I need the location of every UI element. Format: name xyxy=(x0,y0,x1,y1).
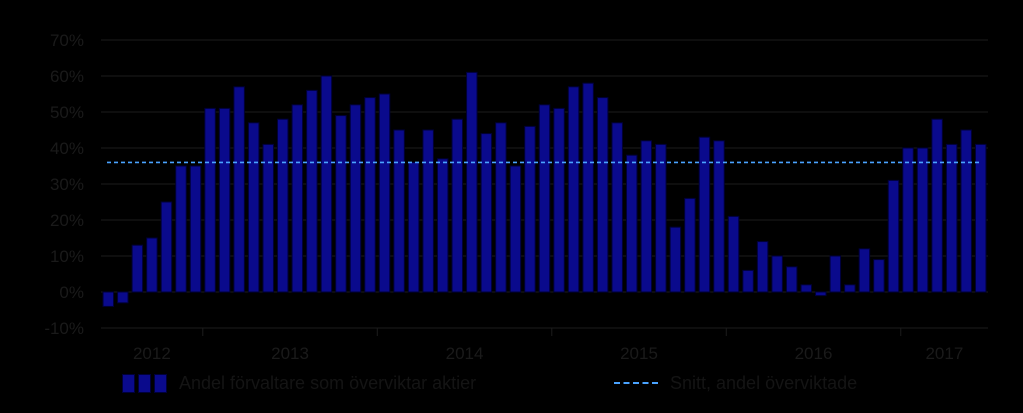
bar xyxy=(466,71,478,293)
y-tick-label: 10% xyxy=(50,247,84,266)
bar xyxy=(262,143,274,293)
y-tick-label: 60% xyxy=(50,67,84,86)
bar xyxy=(669,226,682,293)
y-tick-label: 50% xyxy=(50,103,84,122)
y-tick-label: -10% xyxy=(44,319,84,338)
bar xyxy=(538,104,551,293)
bar xyxy=(974,143,987,293)
bar xyxy=(291,104,304,293)
bar xyxy=(727,215,740,293)
bar xyxy=(596,97,609,293)
bar xyxy=(407,161,420,293)
y-tick-label: 30% xyxy=(50,175,84,194)
legend-bars-swatch xyxy=(122,373,167,393)
bar xyxy=(960,129,972,293)
bar xyxy=(611,122,623,293)
bar xyxy=(451,118,463,293)
bar xyxy=(364,97,376,293)
bar xyxy=(771,255,783,293)
bar xyxy=(146,237,158,293)
bar xyxy=(247,122,260,293)
x-year-label: 2016 xyxy=(795,344,833,363)
bar xyxy=(277,118,289,293)
bar-series xyxy=(102,71,987,307)
bar xyxy=(495,122,507,293)
bar xyxy=(117,291,129,304)
bar xyxy=(218,107,231,293)
bar xyxy=(887,179,900,293)
bar xyxy=(480,133,493,293)
bar xyxy=(204,107,216,293)
legend-average-label: Snitt, andel överviktade xyxy=(670,372,858,393)
bar xyxy=(349,104,362,293)
bar xyxy=(320,75,333,293)
bar xyxy=(844,284,856,293)
bar xyxy=(916,147,929,293)
bar xyxy=(902,147,914,293)
bar xyxy=(436,158,449,293)
bar xyxy=(713,140,725,293)
bar xyxy=(102,291,115,307)
bar xyxy=(626,154,638,293)
y-tick-label: 40% xyxy=(50,139,84,158)
legend-average: Snitt, andel överviktade xyxy=(614,370,857,396)
bar xyxy=(524,125,536,293)
bar xyxy=(175,165,187,293)
bar xyxy=(567,86,580,293)
bar xyxy=(684,197,696,293)
bar xyxy=(800,284,812,293)
bar xyxy=(233,86,245,293)
y-tick-label: 70% xyxy=(50,31,84,50)
bar xyxy=(582,82,594,293)
bar xyxy=(393,129,405,293)
x-year-label: 2017 xyxy=(925,344,963,363)
y-tick-label: 0% xyxy=(59,283,84,302)
bar xyxy=(655,143,667,293)
bar xyxy=(160,201,173,293)
bar xyxy=(335,115,347,293)
bar xyxy=(931,118,943,293)
bar xyxy=(189,165,202,293)
bar xyxy=(829,255,842,293)
bar xyxy=(640,140,653,293)
bar xyxy=(698,136,711,293)
legend-average-swatch xyxy=(614,382,658,384)
bar xyxy=(306,89,318,293)
bar xyxy=(945,143,958,293)
bar xyxy=(378,93,391,293)
y-tick-label: 20% xyxy=(50,211,84,230)
bar xyxy=(553,107,565,293)
bar xyxy=(785,266,798,293)
bar xyxy=(422,129,434,293)
bar xyxy=(756,241,769,293)
bar xyxy=(858,248,871,293)
legend-bars: Andel förvaltare som överviktar aktier xyxy=(122,370,476,396)
x-year-label: 2014 xyxy=(446,344,484,363)
bar xyxy=(131,244,144,293)
x-axis-labels: 2012 2013 2014 2015 2016 2017 xyxy=(133,328,963,363)
bar xyxy=(815,291,827,297)
bar xyxy=(742,269,754,293)
x-year-label: 2013 xyxy=(271,344,309,363)
bar xyxy=(509,165,522,293)
x-year-label: 2012 xyxy=(133,344,171,363)
legend-bars-label: Andel förvaltare som överviktar aktier xyxy=(179,372,477,393)
bar xyxy=(873,259,885,293)
y-axis-labels: 70% 60% 50% 40% 30% 20% 10% 0% -10% xyxy=(44,31,84,338)
x-year-label: 2015 xyxy=(620,344,658,363)
